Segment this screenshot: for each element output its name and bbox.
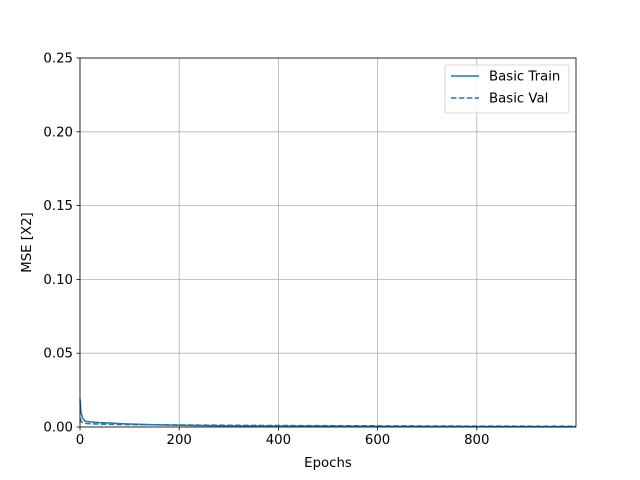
x-tick-label: 600 [365, 433, 390, 448]
y-tick-label: 0.05 [43, 347, 73, 362]
x-axis-label: Epochs [304, 456, 352, 471]
y-tick-label: 0.00 [43, 421, 73, 436]
x-tick-label: 200 [167, 433, 192, 448]
x-tick-label: 400 [266, 433, 291, 448]
x-tick-label: 0 [76, 433, 84, 448]
x-axis-ticks: 0 200 400 600 800 [76, 427, 489, 448]
legend: Basic Train Basic Val [444, 64, 570, 114]
series-lines [79, 398, 576, 428]
y-axis-label: MSE [X2] [20, 212, 35, 273]
plot-frame [79, 57, 577, 428]
y-tick-label: 0.20 [43, 125, 73, 140]
series-line-val [79, 417, 576, 428]
plot-area-background [80, 58, 576, 427]
y-tick-label: 0.25 [43, 52, 73, 67]
y-tick-label: 0.15 [43, 199, 73, 214]
y-axis-ticks: 0.00 0.05 0.10 0.15 0.20 0.25 [43, 52, 80, 436]
legend-label-train: Basic Train [489, 70, 560, 85]
x-tick-label: 800 [464, 433, 489, 448]
legend-box [444, 64, 570, 114]
y-tick-label: 0.10 [43, 273, 73, 288]
legend-label-val: Basic Val [489, 92, 548, 107]
